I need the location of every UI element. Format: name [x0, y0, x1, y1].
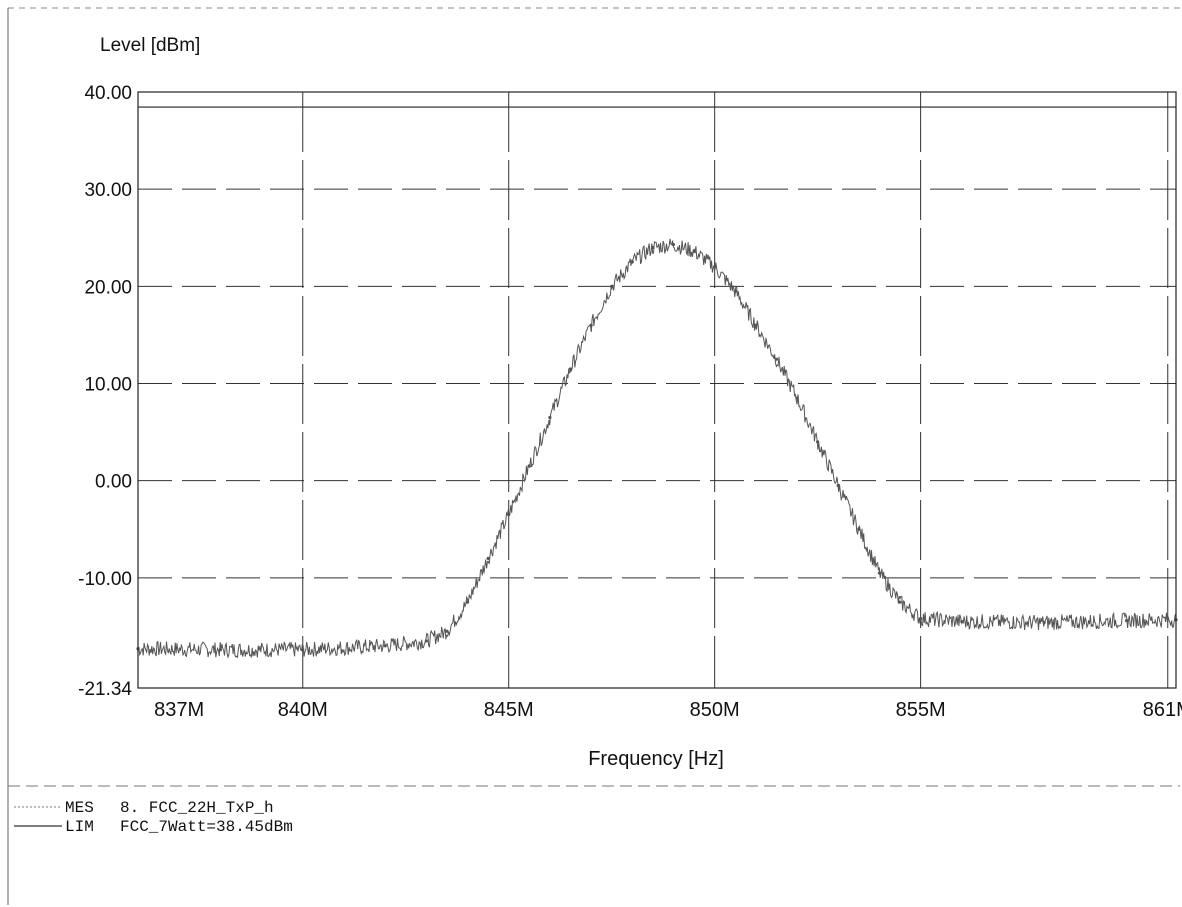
x-tick-label: 845M	[484, 699, 534, 721]
legend-code-mes: MES	[65, 799, 94, 817]
x-tick-labels: 837M 840M 845M 850M 855M 861M	[154, 699, 1182, 721]
plot-area-border	[137, 91, 1177, 689]
y-tick-label: 20.00	[84, 277, 132, 298]
legend-item-lim: LIM FCC_7Watt=38.45dBm	[14, 818, 293, 836]
legend: MES 8. FCC_22H_TxP_h LIM FCC_7Watt=38.45…	[14, 799, 293, 836]
y-tick-labels: 40.00 30.00 20.00 10.00 0.00 -10.00 -21.34	[78, 83, 132, 700]
legend-text-lim: FCC_7Watt=38.45dBm	[120, 818, 293, 836]
legend-text-mes: 8. FCC_22H_TxP_h	[120, 799, 274, 817]
y-tick-label: 0.00	[95, 472, 132, 493]
y-tick-label: 10.00	[84, 374, 132, 395]
y-axis-label: Level [dBm]	[100, 35, 200, 56]
data-point	[445, 629, 449, 633]
measurement-trace-line	[137, 238, 1177, 659]
measurement-trace-group	[136, 238, 1178, 659]
x-tick-label: 837M	[154, 699, 204, 721]
x-axis-label: Frequency [Hz]	[588, 748, 724, 770]
grid-lines	[138, 92, 1176, 688]
y-tick-label: 40.00	[84, 83, 132, 104]
x-tick-label: 861M	[1143, 699, 1182, 721]
y-tick-label: -21.34	[78, 679, 132, 700]
y-tick-label: 30.00	[84, 180, 132, 201]
legend-item-mes: MES 8. FCC_22H_TxP_h	[14, 799, 274, 817]
legend-code-lim: LIM	[65, 818, 94, 836]
data-point	[898, 600, 902, 604]
x-tick-label: 855M	[896, 699, 946, 721]
data-point	[486, 556, 490, 560]
x-tick-label: 850M	[690, 699, 740, 721]
y-tick-label: -10.00	[78, 569, 132, 590]
x-tick-label: 840M	[278, 699, 328, 721]
